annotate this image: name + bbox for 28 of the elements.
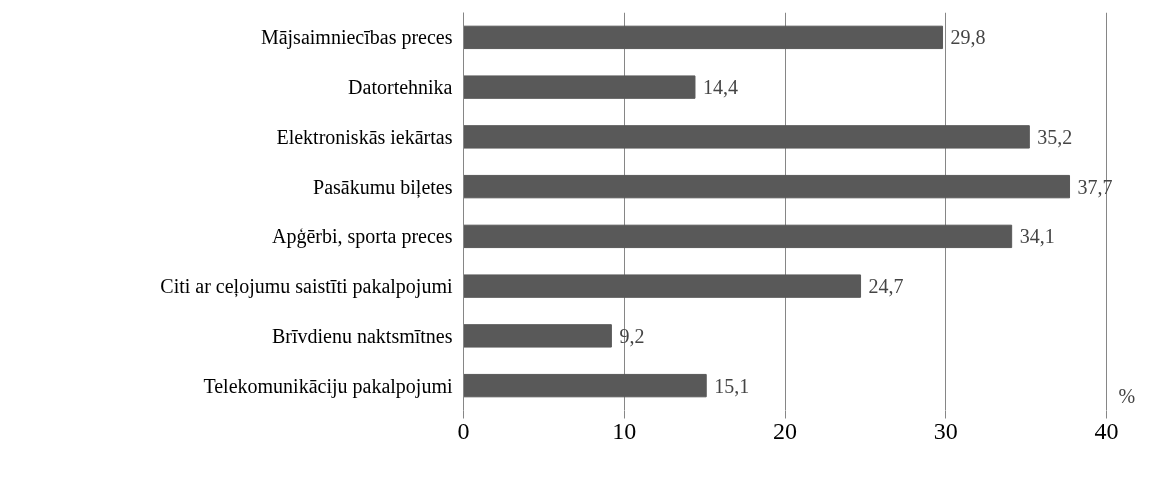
- data-label: 14,4: [702, 76, 738, 99]
- x-axis-title: %: [1118, 384, 1136, 407]
- y-tick-label: Datortehnika: [348, 76, 453, 99]
- bar: [463, 274, 862, 298]
- y-tick-label: Telekomunikāciju pakalpojumi: [203, 374, 453, 398]
- bar: [463, 373, 707, 398]
- bar: [463, 224, 1013, 249]
- x-tick-label: 0: [457, 417, 470, 444]
- data-label: 29,8: [950, 26, 986, 49]
- y-tick-label: Brīvdienu naktsmītnes: [271, 324, 453, 347]
- x-tick-label: 20: [773, 417, 797, 444]
- x-tick-label: 30: [933, 417, 958, 444]
- bar: [463, 324, 612, 348]
- bar: [463, 25, 944, 50]
- y-tick-label: Citi ar ceļojumu saistīti pakalpojumi: [160, 275, 453, 299]
- data-label: 24,7: [868, 275, 904, 298]
- bar: [463, 75, 696, 99]
- y-tick-label: Pasākumu biļetes: [313, 175, 453, 199]
- data-label: 35,2: [1037, 125, 1073, 148]
- y-tick-label: Mājsaimniecības preces: [260, 26, 453, 50]
- bar: [463, 174, 1071, 199]
- data-label: 15,1: [714, 374, 750, 397]
- x-tick-label: 10: [612, 417, 637, 444]
- x-tick-label: 40: [1094, 417, 1119, 444]
- y-tick-label: Apģērbi, sporta preces: [272, 225, 453, 249]
- y-tick-label: Elektroniskās iekārtas: [276, 125, 453, 148]
- data-label: 34,1: [1019, 225, 1055, 248]
- bar: [463, 125, 1030, 149]
